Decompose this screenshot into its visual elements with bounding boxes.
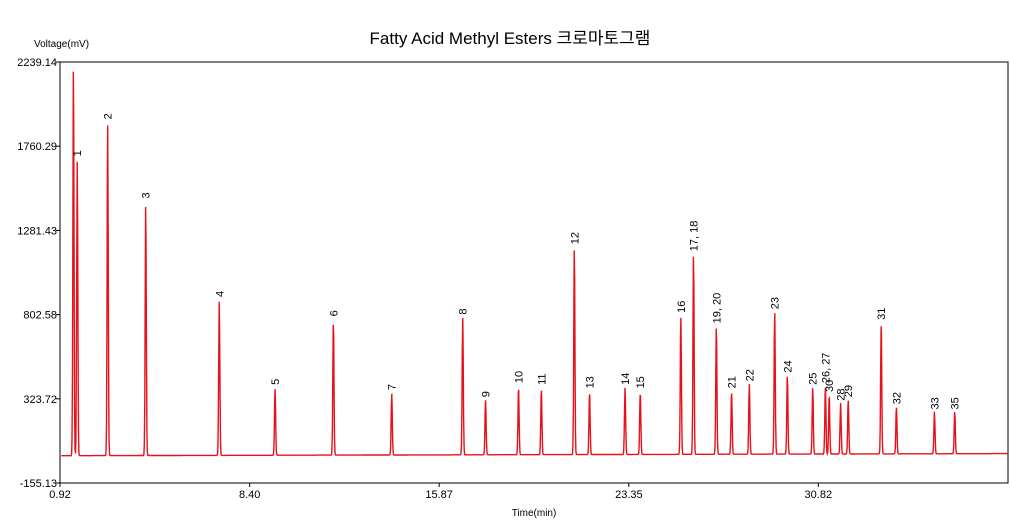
y-tick-label: 1760.29 bbox=[17, 141, 57, 153]
peak-label: 28 bbox=[836, 388, 848, 400]
x-tick-label: 15.87 bbox=[425, 489, 453, 501]
peak-label: 10 bbox=[514, 371, 526, 383]
y-tick-label: 802.58 bbox=[23, 310, 57, 322]
peak-label: 25 bbox=[808, 373, 820, 385]
axes: 2239.14 1760.29 1281.43 802.58 323.72 -155.13… bbox=[17, 57, 1009, 501]
peak-label: 13 bbox=[585, 376, 597, 388]
y-tick-label: -155.13 bbox=[20, 478, 57, 490]
peak-label: 24 bbox=[782, 360, 794, 372]
peak-label: 31 bbox=[876, 308, 888, 320]
peak-label: 16 bbox=[676, 301, 688, 313]
y-tick-label: 1281.43 bbox=[17, 225, 57, 237]
x-tick-label: 23.35 bbox=[615, 489, 643, 501]
chromatogram-trace bbox=[61, 71, 1008, 457]
peak-label: 6 bbox=[328, 310, 340, 316]
peak-label: 21 bbox=[727, 376, 739, 388]
peak-label: 12 bbox=[569, 232, 581, 244]
chart-title: Fatty Acid Methyl Esters 크로마토그램 bbox=[370, 29, 651, 48]
peak-label: 1 bbox=[72, 150, 84, 156]
x-tick-label: 0.92 bbox=[49, 489, 70, 501]
peak-label: 11 bbox=[536, 373, 548, 384]
peak-label: 23 bbox=[770, 297, 782, 309]
peak-label: 2 bbox=[103, 113, 115, 119]
y-tick-label: 323.72 bbox=[23, 394, 57, 406]
peak-label: 33 bbox=[929, 397, 941, 409]
x-tick-label: 8.40 bbox=[239, 489, 260, 501]
peak-label: 5 bbox=[270, 379, 282, 385]
y-axis-label: Voltage(mV) bbox=[34, 39, 89, 50]
peak-label: 19, 20 bbox=[711, 293, 723, 324]
peak-label: 29 bbox=[843, 385, 855, 397]
peak-label: 35 bbox=[950, 397, 962, 409]
peak-label: 7 bbox=[387, 384, 399, 390]
peak-label: 32 bbox=[891, 392, 903, 404]
peak-label: 14 bbox=[620, 373, 632, 385]
x-axis-label: Time(min) bbox=[512, 508, 557, 519]
peak-label: 17, 18 bbox=[689, 221, 701, 252]
x-tick-label: 30.82 bbox=[805, 489, 833, 501]
peak-label: 15 bbox=[635, 376, 647, 388]
peak-label: 8 bbox=[458, 308, 470, 314]
peak-label: 3 bbox=[141, 192, 153, 198]
chromatogram-series bbox=[61, 71, 1008, 457]
peak-label: 26, 27 bbox=[820, 353, 832, 384]
peak-label: 4 bbox=[214, 291, 226, 297]
peak-label: 22 bbox=[744, 369, 756, 381]
peak-label: 9 bbox=[481, 391, 493, 397]
plot-frame bbox=[59, 61, 1009, 484]
peak-label: 30 bbox=[824, 380, 836, 392]
y-tick-label: 2239.14 bbox=[17, 57, 57, 69]
